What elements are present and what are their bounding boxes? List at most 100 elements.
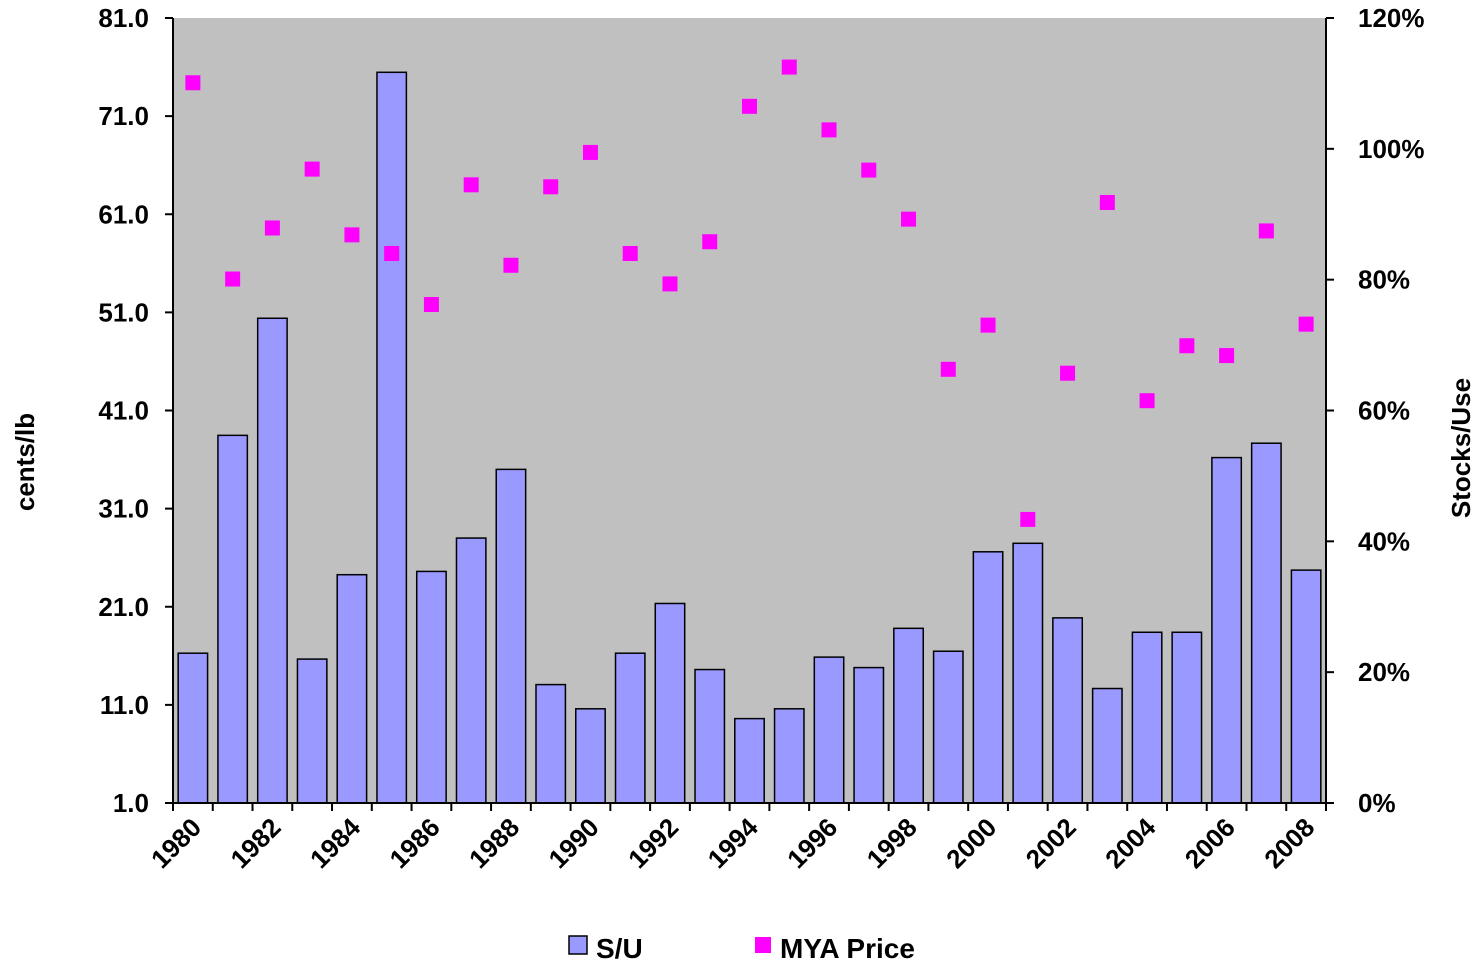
x-tick-label: 1986 [384,812,446,874]
su-bar [1052,617,1084,804]
right-tick-label: 0% [1358,788,1396,818]
left-tick-label: 61.0 [98,199,149,229]
price-point [344,227,360,243]
su-bar [455,537,487,804]
legend-swatch-mya-price [755,937,771,953]
price-point [781,59,797,75]
right-tick-label: 80% [1358,265,1410,295]
x-tick-label: 1996 [781,812,843,874]
price-point [1139,393,1155,409]
su-bar [535,683,567,804]
su-bar [256,317,288,804]
price-point [264,220,280,236]
right-tick-label: 60% [1358,396,1410,426]
su-bar [376,71,408,804]
x-tick-label: 1988 [463,812,525,874]
right-tick-label: 100% [1358,134,1425,164]
left-axis-title: cents/lb [10,413,40,511]
su-bar [893,627,924,804]
left-tick-label: 21.0 [98,592,149,622]
legend-label-su: S/U [596,933,643,964]
legend: S/U MYA Price [568,933,915,964]
price-point [1298,316,1314,332]
price-point [742,98,757,114]
su-bar [734,717,765,804]
x-tick-label: 2004 [1099,812,1161,874]
price-point [1060,365,1076,381]
su-bar [1131,631,1163,804]
su-bar [1211,456,1243,804]
x-tick-label: 1998 [861,812,923,874]
su-bar [813,656,845,804]
su-bar [1091,687,1123,804]
right-axis-ticks: 0% 20% 40% 60% 80% 100% 120% [1326,3,1425,818]
price-point [582,144,598,160]
right-tick-label: 20% [1358,657,1410,687]
price-point [463,177,479,193]
left-tick-label: 71.0 [98,101,149,131]
su-bar [1171,631,1203,804]
price-point [423,297,439,313]
su-bar [853,666,885,804]
su-bar [495,468,527,804]
su-bar [972,551,1004,804]
x-tick-label: 1982 [225,812,287,874]
su-bar [654,602,686,804]
price-point [225,271,241,287]
price-point [861,162,877,178]
su-bar [773,708,805,804]
su-bar [217,434,249,804]
x-tick-label: 1994 [702,812,764,874]
x-tick-label: 1984 [304,812,366,874]
left-tick-label: 51.0 [98,297,149,327]
su-bar [336,573,368,804]
price-point [980,317,996,333]
su-bar [694,668,726,804]
su-bar [177,652,209,804]
price-point [1179,338,1195,354]
x-tick-label: 2008 [1258,812,1320,874]
price-point [901,211,917,227]
price-point [543,179,559,195]
left-tick-label: 81.0 [98,3,149,33]
left-tick-label: 1.0 [113,788,149,818]
price-point [503,257,519,273]
x-tick-label: 1980 [145,812,207,874]
left-axis-ticks: 1.0 11.0 21.0 31.0 41.0 51.0 61.0 71.0 81.0 [98,3,173,818]
right-tick-label: 40% [1358,526,1410,556]
legend-swatch-su [568,935,588,955]
price-point [662,276,678,292]
price-point [622,246,638,261]
su-bar [1250,442,1282,804]
price-points [185,59,1314,527]
price-point [304,161,320,177]
su-bar [932,650,964,804]
price-point [940,361,956,377]
su-bars [177,71,1322,804]
su-bar [1012,542,1044,804]
x-tick-label: 2000 [940,812,1002,874]
price-point [1020,511,1036,527]
left-tick-label: 41.0 [98,396,149,426]
su-bar [296,658,328,804]
su-bar [1290,569,1322,804]
price-point [702,234,718,250]
price-point [185,75,201,91]
left-tick-label: 31.0 [98,494,149,524]
su-bar [614,652,646,804]
right-axis-title: Stocks/Use [1446,378,1476,518]
su-bar [415,570,447,804]
x-tick-label: 1990 [543,812,605,874]
legend-label-mya-price: MYA Price [780,933,915,964]
x-tick-label: 2006 [1179,812,1241,874]
price-point [1258,223,1274,239]
x-tick-label: 1992 [622,812,684,874]
right-tick-label: 120% [1358,3,1425,33]
price-point [821,122,837,138]
su-bar [575,708,606,804]
x-axis-ticks: 1980 1982 1984 1986 1988 1990 1992 1994 1996 1998… [145,803,1327,874]
left-tick-label: 11.0 [100,690,149,720]
price-point [1099,194,1115,210]
price-point [1219,348,1235,364]
